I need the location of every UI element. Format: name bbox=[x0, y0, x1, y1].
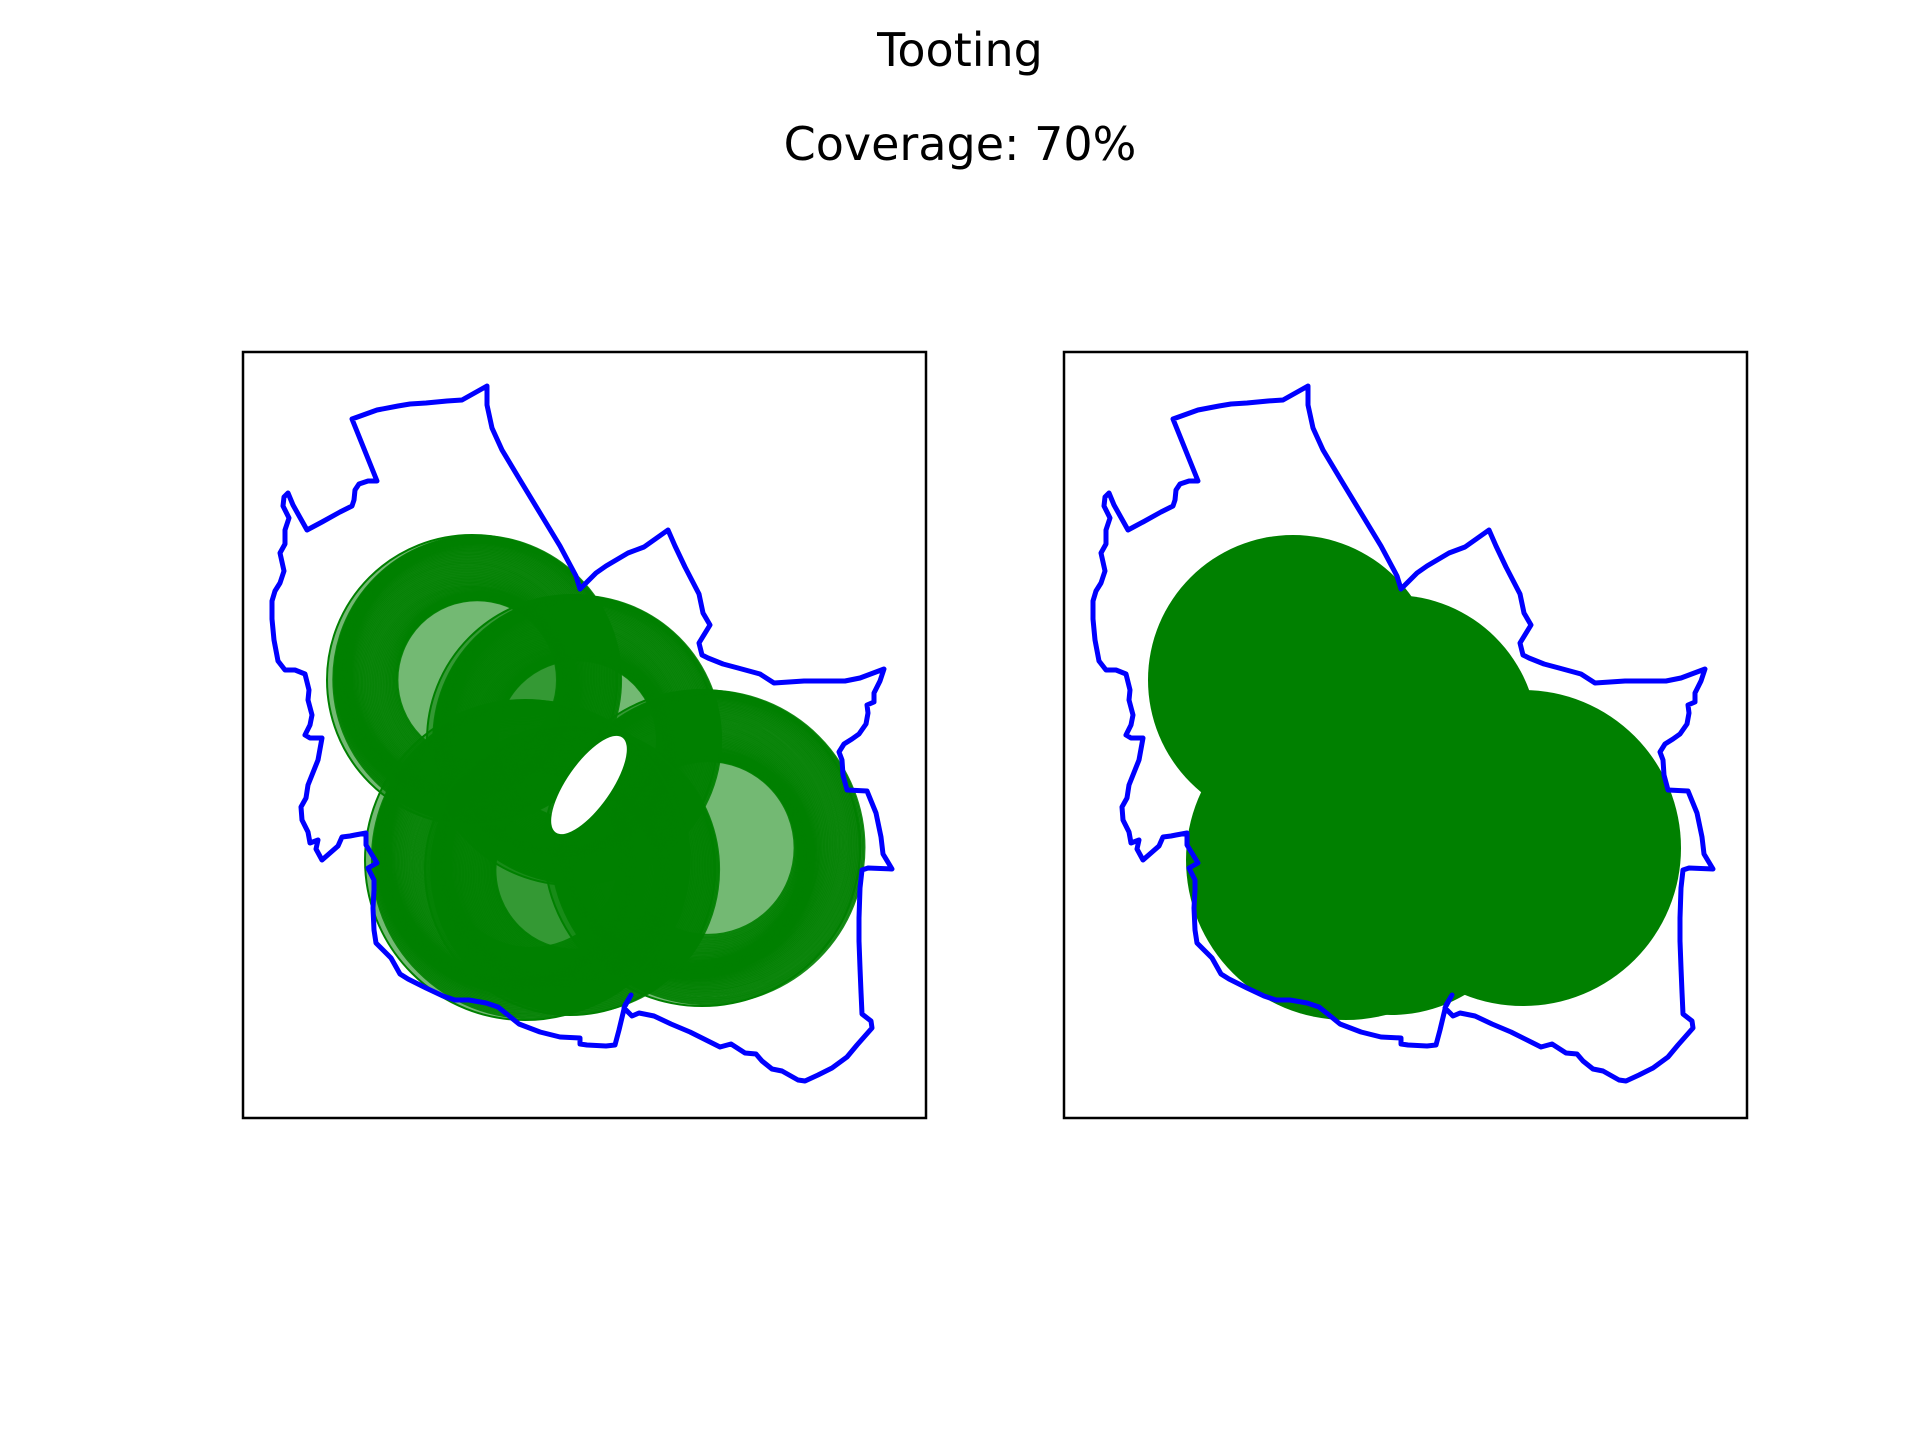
panel-right bbox=[1062, 350, 1749, 1120]
panel-left bbox=[241, 350, 928, 1120]
coverage-circle bbox=[1246, 725, 1536, 1015]
figure-title: Tooting bbox=[877, 23, 1043, 77]
coverage-gap bbox=[551, 735, 627, 835]
panel-left-frame bbox=[241, 350, 928, 1120]
figure-subtitle: Coverage: 70% bbox=[783, 117, 1137, 171]
tooting-boundary bbox=[269, 383, 895, 1084]
tooting-boundary bbox=[1090, 383, 1716, 1084]
panel-left-plot bbox=[269, 383, 895, 1084]
panel-right-plot bbox=[1090, 383, 1716, 1084]
panel-right-frame bbox=[1062, 350, 1749, 1120]
coverage-merged-area bbox=[1148, 535, 1681, 1020]
coverage-circle-group bbox=[326, 534, 866, 1021]
coverage-circle bbox=[424, 724, 716, 1016]
